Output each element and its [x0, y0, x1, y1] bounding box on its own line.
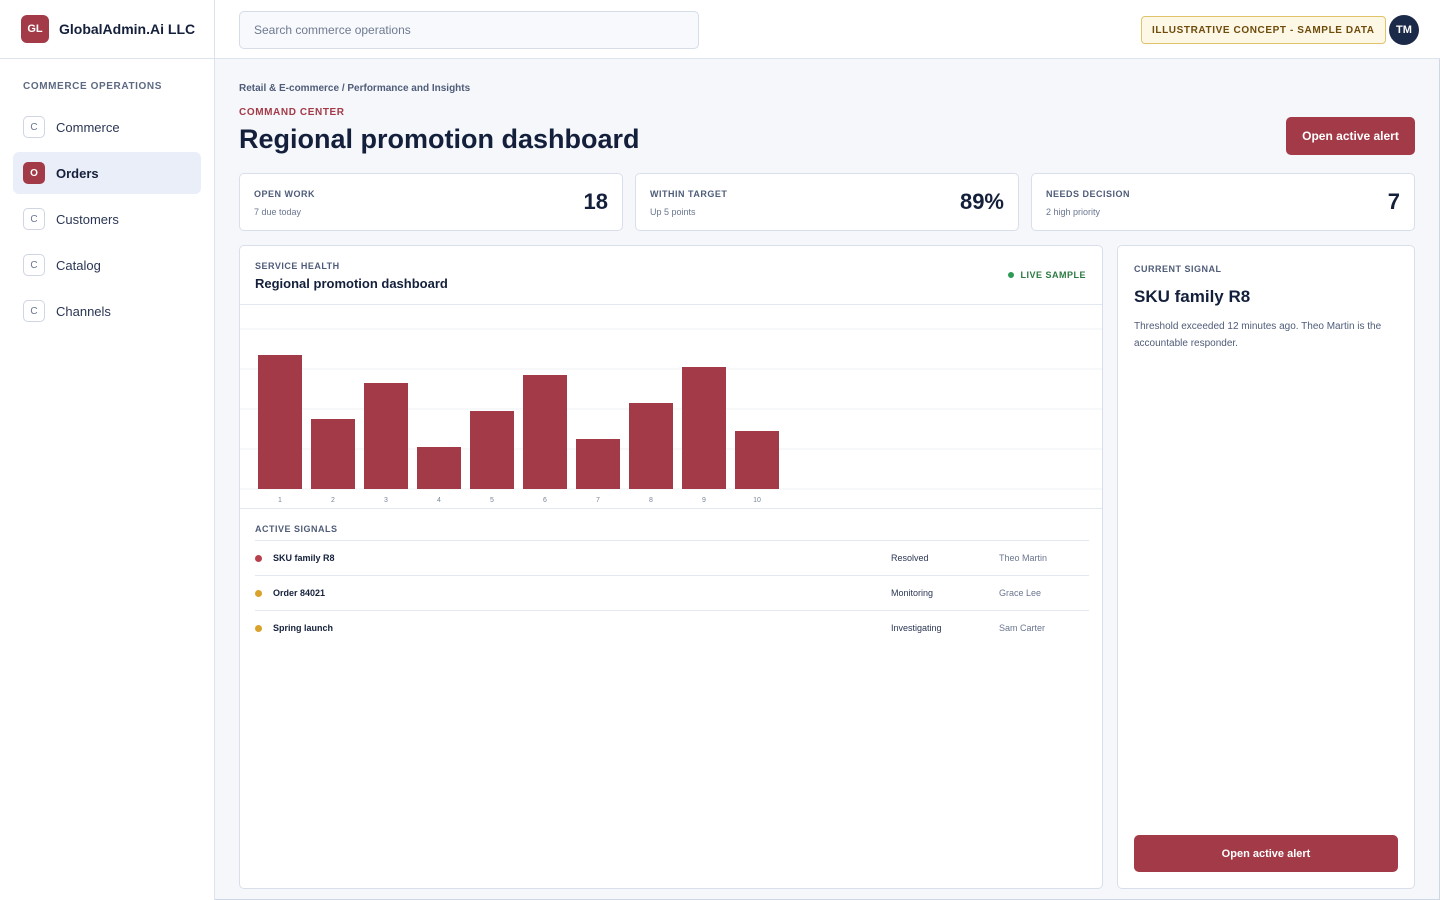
open-active-alert-button[interactable]: Open active alert	[1134, 835, 1398, 872]
sidebar-item-orders[interactable]: O Orders	[13, 152, 201, 194]
chart-tick-label: 6	[543, 497, 547, 504]
chart-tick-label: 8	[649, 497, 653, 504]
signal-name: Spring launch	[273, 623, 334, 633]
current-signal-title: SKU family R8	[1134, 287, 1251, 306]
kpi-subtext: 7 due today	[254, 207, 302, 217]
active-signals-label: ACTIVE SIGNALS	[255, 524, 338, 534]
chart-bar[interactable]	[470, 411, 514, 489]
kpi-card-needs-decision: NEEDS DECISION 2 high priority 7	[1031, 173, 1415, 231]
kpi-subtext: 2 high priority	[1046, 207, 1101, 217]
chart-bar[interactable]	[364, 383, 408, 489]
kpi-value: 89%	[959, 189, 1004, 214]
signal-status: Resolved	[891, 553, 929, 563]
service-health-header: SERVICE HEALTH Regional promotion dashbo…	[240, 246, 1102, 305]
nav-badge-icon: C	[23, 254, 45, 276]
signal-status-dot-icon	[255, 555, 262, 562]
service-health-title: Regional promotion dashboard	[255, 276, 448, 291]
topbar: ILLUSTRATIVE CONCEPT - SAMPLE DATA TM	[215, 0, 1440, 59]
chart-bar[interactable]	[258, 355, 302, 489]
signal-owner: Theo Martin	[999, 553, 1048, 563]
current-signal-panel: CURRENT SIGNAL SKU family R8 Threshold e…	[1117, 245, 1415, 889]
signal-owner: Grace Lee	[999, 588, 1042, 598]
chart-bar[interactable]	[523, 375, 567, 489]
signal-status-dot-icon	[255, 625, 262, 632]
chart-bar[interactable]	[417, 447, 461, 489]
table-row[interactable]: SKU family R8 Resolved Theo Martin	[255, 540, 1089, 575]
brand[interactable]: GL GlobalAdmin.Ai LLC	[0, 0, 214, 59]
sidebar-item-label: Customers	[56, 211, 119, 227]
page-eyebrow: COMMAND CENTER	[239, 107, 345, 118]
table-row[interactable]: Order 84021 Monitoring Grace Lee	[255, 575, 1089, 610]
live-sample-indicator: LIVE SAMPLE	[1008, 270, 1086, 280]
kpi-value: 7	[1387, 189, 1400, 214]
brand-name: GlobalAdmin.Ai LLC	[59, 21, 196, 37]
nav-list: C Commerce O Orders C Customers C Catalo…	[0, 106, 214, 332]
chart-tick-label: 1	[278, 497, 282, 504]
service-health-panel: SERVICE HEALTH Regional promotion dashbo…	[239, 245, 1103, 889]
sidebar-item-channels[interactable]: C Channels	[13, 290, 201, 332]
brand-logo: GL	[21, 15, 49, 43]
sidebar: GL GlobalAdmin.Ai LLC COMMERCE OPERATION…	[0, 0, 215, 900]
chart-bar[interactable]	[311, 419, 355, 489]
sidebar-item-label: Orders	[56, 165, 99, 181]
bar-chart: 1 2 3 4 5 6 7 8 9 10	[240, 305, 1102, 509]
kpi-card-within-target: WITHIN TARGET Up 5 points 89%	[635, 173, 1019, 231]
search-input[interactable]	[239, 11, 699, 49]
signal-status-dot-icon	[255, 590, 262, 597]
nav-badge-icon: C	[23, 116, 45, 138]
sidebar-item-commerce[interactable]: C Commerce	[13, 106, 201, 148]
signal-status: Investigating	[891, 623, 942, 633]
chart-tick-label: 4	[437, 497, 441, 504]
sidebar-item-label: Channels	[56, 303, 111, 319]
kpi-label: WITHIN TARGET	[650, 189, 728, 199]
chart-tick-label: 3	[384, 497, 388, 504]
chart-tick-label: 5	[490, 497, 494, 504]
bar-chart-svg: 1 2 3 4 5 6 7 8 9 10	[240, 328, 1102, 504]
nav-badge-icon: C	[23, 300, 45, 322]
nav-heading: COMMERCE OPERATIONS	[23, 81, 162, 92]
signal-name: SKU family R8	[273, 553, 335, 563]
chart-tick-label: 10	[753, 497, 761, 504]
kpi-label: NEEDS DECISION	[1046, 189, 1131, 199]
sidebar-item-customers[interactable]: C Customers	[13, 198, 201, 240]
open-active-alert-button[interactable]: Open active alert	[1286, 117, 1415, 155]
chart-tick-label: 9	[702, 497, 706, 504]
chart-tick-label: 2	[331, 497, 335, 504]
live-dot-icon	[1008, 272, 1015, 278]
breadcrumb[interactable]: Retail & E-commerce / Performance and In…	[239, 83, 471, 94]
kpi-value: 18	[583, 189, 608, 214]
service-health-label: SERVICE HEALTH	[255, 261, 340, 271]
kpi-card-open-work: OPEN WORK 7 due today 18	[239, 173, 623, 231]
page-title: Regional promotion dashboard	[239, 124, 640, 154]
sidebar-item-label: Catalog	[56, 257, 101, 273]
signal-status: Monitoring	[891, 588, 934, 598]
chart-bar[interactable]	[629, 403, 673, 489]
live-sample-label: LIVE SAMPLE	[1020, 270, 1086, 280]
signal-name: Order 84021	[273, 588, 326, 598]
chart-bar[interactable]	[576, 439, 620, 489]
nav-badge-icon: C	[23, 208, 45, 230]
avatar[interactable]: TM	[1389, 15, 1419, 45]
sidebar-item-label: Commerce	[56, 119, 120, 135]
chart-tick-label: 7	[596, 497, 600, 504]
chart-bar[interactable]	[735, 431, 779, 489]
active-signals-table: SKU family R8 Resolved Theo Martin Order…	[255, 540, 1089, 645]
table-row[interactable]: Spring launch Investigating Sam Carter	[255, 610, 1089, 645]
nav-badge-icon: O	[23, 162, 45, 184]
sidebar-item-catalog[interactable]: C Catalog	[13, 244, 201, 286]
signal-owner: Sam Carter	[999, 623, 1046, 633]
chart-bar[interactable]	[682, 367, 726, 489]
current-signal-description: Threshold exceeded 12 minutes ago. Theo …	[1134, 321, 1382, 349]
current-signal-label: CURRENT SIGNAL	[1134, 264, 1222, 274]
kpi-label: OPEN WORK	[254, 189, 316, 199]
kpi-subtext: Up 5 points	[650, 207, 696, 217]
concept-badge: ILLUSTRATIVE CONCEPT - SAMPLE DATA	[1141, 16, 1386, 44]
